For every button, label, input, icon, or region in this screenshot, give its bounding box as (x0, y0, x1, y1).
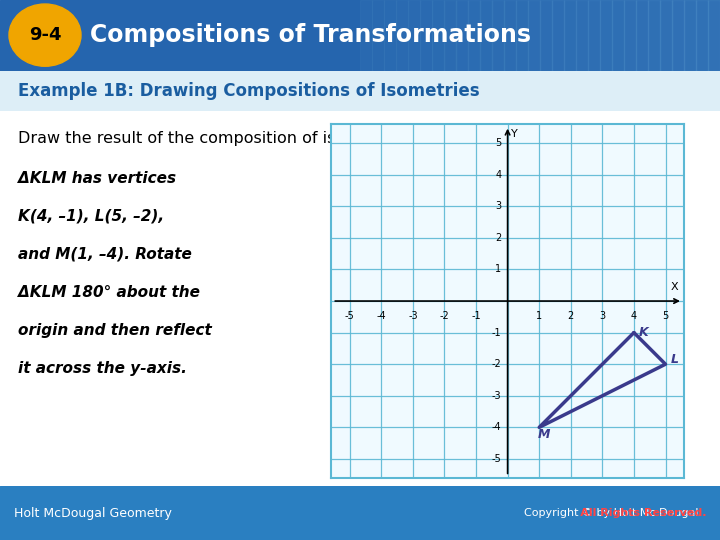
Bar (576, 0, 588, 71)
Bar (360, 0, 372, 71)
Bar (432, 0, 444, 71)
Text: origin and then reflect: origin and then reflect (18, 323, 212, 338)
Text: K(4, –1), L(5, –2),: K(4, –1), L(5, –2), (18, 209, 164, 224)
Text: it across the y-axis.: it across the y-axis. (18, 361, 187, 376)
Bar (672, 0, 684, 71)
Text: ΔKLM 180° about the: ΔKLM 180° about the (18, 285, 200, 300)
Bar (636, 0, 648, 71)
Bar (516, 0, 528, 71)
Text: 2: 2 (567, 310, 574, 321)
Text: -2: -2 (492, 359, 501, 369)
Bar (684, 0, 696, 71)
Text: -4: -4 (377, 310, 386, 321)
Bar (384, 0, 396, 71)
Ellipse shape (9, 4, 81, 66)
Bar (612, 0, 624, 71)
Bar (528, 0, 540, 71)
Bar (468, 0, 480, 71)
Text: 5: 5 (662, 310, 669, 321)
Text: -5: -5 (492, 454, 501, 464)
Bar (480, 0, 492, 71)
Text: Copyright © by Holt Mc Dougal.: Copyright © by Holt Mc Dougal. (524, 508, 706, 518)
Text: Compositions of Transformations: Compositions of Transformations (90, 23, 531, 47)
Bar (456, 0, 468, 71)
Bar (696, 0, 708, 71)
Text: K: K (639, 326, 648, 339)
Bar (372, 0, 384, 71)
Text: 5: 5 (495, 138, 501, 148)
Bar (660, 0, 672, 71)
Text: 2: 2 (495, 233, 501, 243)
Text: and M(1, –4). Rotate: and M(1, –4). Rotate (18, 247, 192, 262)
Bar (504, 0, 516, 71)
Bar (396, 0, 408, 71)
Bar (540, 0, 552, 71)
Text: 1: 1 (536, 310, 542, 321)
Bar (408, 0, 420, 71)
Text: 4: 4 (631, 310, 637, 321)
Text: M: M (538, 428, 550, 441)
Bar (648, 0, 660, 71)
Text: 4: 4 (495, 170, 501, 180)
Bar (420, 0, 432, 71)
Text: -5: -5 (345, 310, 354, 321)
Text: X: X (670, 282, 678, 292)
Bar (564, 0, 576, 71)
Text: All Rights Reserved.: All Rights Reserved. (402, 508, 706, 518)
Text: -3: -3 (492, 391, 501, 401)
Bar (588, 0, 600, 71)
Text: L: L (670, 353, 678, 366)
Text: Y: Y (511, 129, 518, 139)
Text: -1: -1 (471, 310, 481, 321)
Bar (708, 0, 720, 71)
Bar (600, 0, 612, 71)
Text: 3: 3 (495, 201, 501, 211)
Text: ΔKLM has vertices: ΔKLM has vertices (18, 171, 176, 186)
Text: Draw the result of the composition of isometries.: Draw the result of the composition of is… (18, 131, 411, 146)
Text: -2: -2 (440, 310, 449, 321)
Text: Example 1B: Drawing Compositions of Isometries: Example 1B: Drawing Compositions of Isom… (18, 82, 480, 100)
Text: 9-4: 9-4 (29, 26, 61, 44)
Bar (624, 0, 636, 71)
Text: 3: 3 (599, 310, 606, 321)
Text: Holt McDougal Geometry: Holt McDougal Geometry (14, 507, 172, 519)
Bar (492, 0, 504, 71)
Bar (444, 0, 456, 71)
Text: -4: -4 (492, 422, 501, 433)
Text: 1: 1 (495, 265, 501, 274)
Text: -3: -3 (408, 310, 418, 321)
Bar (552, 0, 564, 71)
Text: -1: -1 (492, 328, 501, 338)
